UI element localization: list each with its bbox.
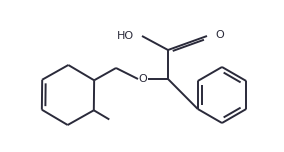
Text: O: O <box>139 74 147 84</box>
Text: HO: HO <box>117 31 134 41</box>
Text: O: O <box>215 30 224 40</box>
